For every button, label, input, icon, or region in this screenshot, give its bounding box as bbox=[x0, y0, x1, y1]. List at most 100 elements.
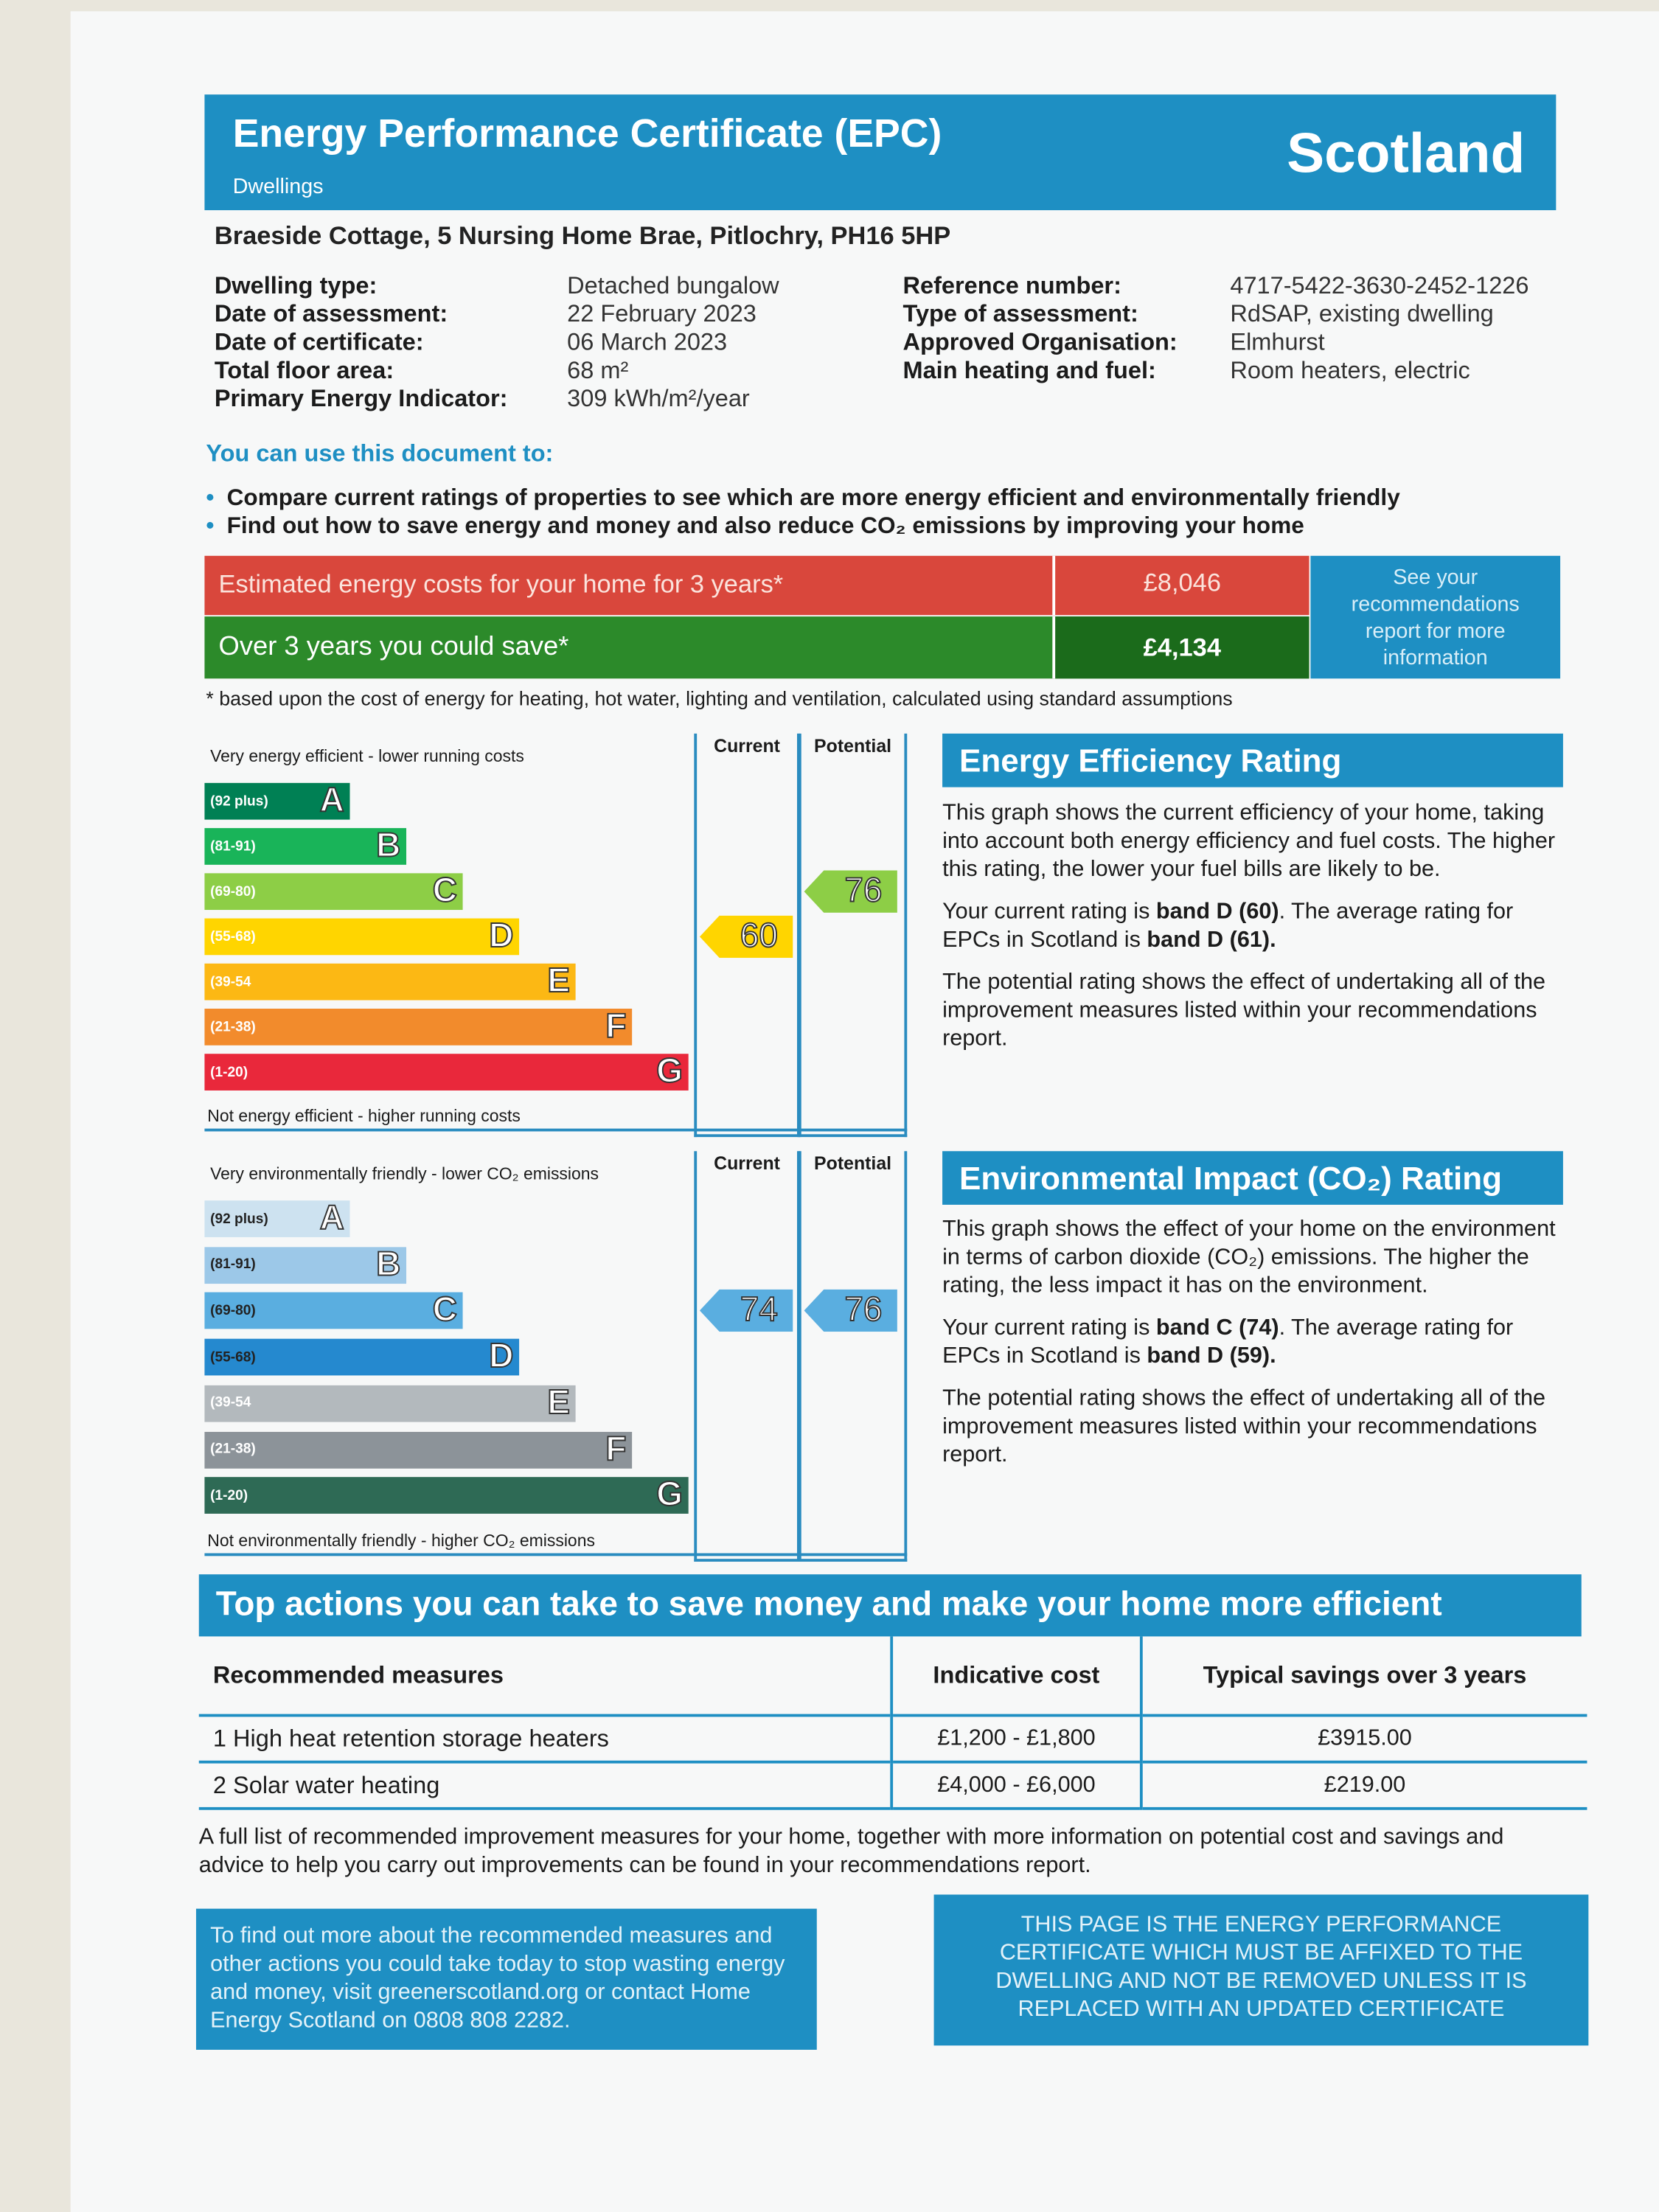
table-row: 2 Solar water heating £4,000 - £6,000 £219… bbox=[198, 1761, 1587, 1809]
paragraph: This graph shows the effect of your home… bbox=[942, 1216, 1563, 1301]
band: (69-80) C bbox=[204, 871, 463, 911]
band: (81-91) B bbox=[204, 1245, 407, 1284]
footer-left: To find out more about the recommended m… bbox=[195, 1908, 817, 2050]
bullet: • bbox=[206, 513, 215, 539]
uses-text: Compare current ratings of properties to… bbox=[226, 485, 1400, 511]
header-bar: Energy Performance Certificate (EPC) Dwe… bbox=[204, 94, 1557, 211]
text: Your current rating is bbox=[942, 1316, 1156, 1340]
text: The potential rating shows the effect of… bbox=[942, 1386, 1546, 1467]
rating-text: This graph shows the effect of your home… bbox=[942, 1216, 1563, 1484]
text: . The average rating for EPCs in Scotlan… bbox=[942, 900, 1514, 953]
table-cell: £3915.00 bbox=[1139, 1715, 1587, 1762]
paragraph: Your current rating is band D (60). The … bbox=[942, 899, 1563, 956]
band-range: (39-54 bbox=[210, 1395, 251, 1411]
table-header-cell: Indicative cost bbox=[890, 1636, 1141, 1716]
detail-label: Reference number: bbox=[902, 272, 1121, 299]
uses-text: Find out how to save energy and money an… bbox=[226, 513, 1304, 539]
band-range: (69-80) bbox=[210, 1303, 256, 1319]
bold-text: band D (61). bbox=[1147, 928, 1276, 953]
band-range: (55-68) bbox=[210, 928, 256, 945]
detail-value: 22 February 2023 bbox=[567, 300, 757, 327]
subtitle: Dwellings bbox=[232, 175, 324, 199]
band-letter: G bbox=[655, 1475, 684, 1515]
arrow-shape bbox=[804, 1290, 897, 1332]
actions-note: A full list of recommended improvement m… bbox=[198, 1825, 1504, 1878]
band-range: (92 plus) bbox=[210, 1211, 268, 1227]
table-header-row: Recommended measures Indicative cost Typic… bbox=[198, 1636, 1587, 1716]
band: (69-80) C bbox=[204, 1290, 463, 1330]
band-letter: F bbox=[605, 1429, 627, 1469]
band: (92 plus) A bbox=[204, 1198, 350, 1238]
band: (21-38) F bbox=[204, 1006, 633, 1046]
divider bbox=[204, 1553, 908, 1557]
bullet: • bbox=[206, 485, 215, 511]
band: (81-91) B bbox=[204, 826, 407, 866]
report-note: See your recommendations report for more… bbox=[1310, 555, 1561, 679]
footer-right: THIS PAGE IS THE ENERGY PERFORMANCE CERT… bbox=[933, 1894, 1589, 2046]
paper bbox=[70, 11, 1659, 2212]
rating-title-bar: Environmental Impact (CO₂) Rating bbox=[942, 1151, 1563, 1205]
detail-label: Date of assessment: bbox=[214, 300, 448, 327]
band-letter: C bbox=[432, 871, 458, 911]
rating-arrow: 74 bbox=[699, 1290, 796, 1332]
text: The potential rating shows the effect of… bbox=[942, 970, 1546, 1051]
band: (1-20) G bbox=[204, 1475, 689, 1515]
actions-table: Recommended measures Indicative cost Typic… bbox=[198, 1636, 1587, 1809]
paragraph: Your current rating is band C (74). The … bbox=[942, 1315, 1563, 1371]
uses-item: • Find out how to save energy and money a… bbox=[206, 512, 1560, 540]
detail-label: Total floor area: bbox=[214, 357, 394, 384]
rating-value: 74 bbox=[740, 1290, 779, 1330]
band-letter: E bbox=[546, 1383, 571, 1423]
text: This graph shows the effect of your home… bbox=[942, 1217, 1556, 1298]
column-header: Current bbox=[714, 1152, 780, 1174]
column-header: Potential bbox=[814, 1152, 892, 1174]
actions-bar: Top actions you can take to save money a… bbox=[198, 1574, 1582, 1637]
band-range: (55-68) bbox=[210, 1349, 256, 1366]
table-header-cell: Recommended measures bbox=[212, 1660, 504, 1688]
detail-value: Room heaters, electric bbox=[1230, 357, 1470, 384]
detail-value: Elmhurst bbox=[1230, 328, 1325, 356]
band-range: (81-91) bbox=[210, 838, 256, 855]
band-letter: B bbox=[375, 1245, 401, 1284]
band-letter: G bbox=[655, 1051, 684, 1091]
paragraph: The potential rating shows the effect of… bbox=[942, 969, 1563, 1054]
table-cell: £1,200 - £1,800 bbox=[890, 1715, 1141, 1762]
band-letter: A bbox=[319, 1198, 345, 1238]
band-range: (21-38) bbox=[210, 1019, 256, 1035]
band-range: (81-91) bbox=[210, 1257, 256, 1273]
paragraph: This graph shows the current efficiency … bbox=[942, 800, 1563, 885]
table-cell: 2 Solar water heating bbox=[212, 1771, 440, 1798]
estimated-value: £8,046 bbox=[1052, 555, 1309, 616]
band-letter: A bbox=[319, 781, 345, 821]
rating-value: 76 bbox=[844, 871, 883, 911]
band-range: (39-54 bbox=[210, 974, 251, 990]
table-header-cell: Typical savings over 3 years bbox=[1139, 1636, 1587, 1716]
bold-text: band D (59). bbox=[1147, 1344, 1276, 1368]
column-header: Potential bbox=[814, 734, 892, 757]
estimated-label: Estimated energy costs for your home for… bbox=[218, 569, 784, 599]
detail-value: Detached bungalow bbox=[567, 272, 779, 299]
chart-top-note: Very energy efficient - lower running co… bbox=[210, 746, 524, 766]
chart-bottom-note: Not environmentally friendly - higher CO… bbox=[207, 1530, 595, 1551]
rating-arrow: 76 bbox=[804, 870, 900, 913]
potential-column bbox=[798, 1151, 908, 1562]
rating-arrow: 76 bbox=[804, 1290, 900, 1332]
uses-heading: You can use this document to: bbox=[206, 439, 554, 467]
arrow-shape bbox=[699, 915, 793, 959]
text: . The average rating for EPCs in Scotlan… bbox=[942, 1316, 1514, 1368]
detail-label: Type of assessment: bbox=[902, 300, 1138, 327]
band: (39-54 E bbox=[204, 961, 576, 1001]
band: (92 plus) A bbox=[204, 781, 350, 821]
saving-bar: Over 3 years you could save* £4,134 bbox=[204, 616, 1310, 679]
bold-text: band D (60) bbox=[1155, 900, 1279, 925]
address: Braeside Cottage, 5 Nursing Home Brae, P… bbox=[214, 221, 951, 250]
current-column bbox=[694, 1151, 800, 1562]
potential-column bbox=[798, 733, 908, 1138]
uses-item: • Compare current ratings of properties t… bbox=[206, 484, 1560, 512]
estimated-cost-bar: Estimated energy costs for your home for… bbox=[204, 555, 1310, 616]
saving-value: £4,134 bbox=[1052, 616, 1310, 679]
title: Energy Performance Certificate (EPC) bbox=[232, 111, 942, 156]
detail-label: Main heating and fuel: bbox=[902, 357, 1156, 384]
band-letter: F bbox=[605, 1006, 627, 1046]
